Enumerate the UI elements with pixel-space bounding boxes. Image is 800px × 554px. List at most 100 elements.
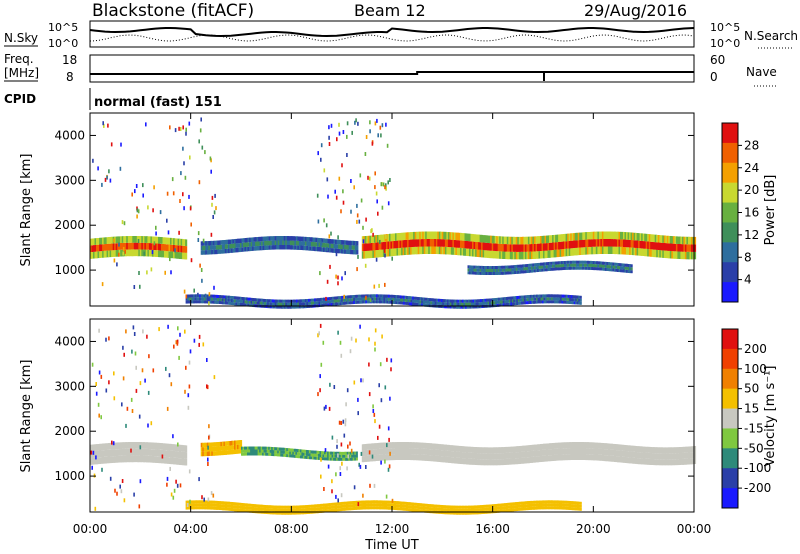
power-echo-cell xyxy=(463,240,466,249)
velocity-echo-cell xyxy=(261,504,264,508)
power-echo-cell xyxy=(620,231,623,240)
power-echo-cell xyxy=(230,299,233,302)
velocity-sporadic-echo xyxy=(112,441,115,446)
power-echo-cell xyxy=(574,240,577,248)
velocity-sporadic-echo xyxy=(317,392,319,397)
power-sporadic-echo xyxy=(208,292,211,297)
velocity-echo-cell xyxy=(609,455,612,462)
velocity-echo-cell xyxy=(342,457,345,461)
power-echo-cell xyxy=(526,301,529,305)
power-echo-cell xyxy=(416,302,419,306)
velocity-echo-cell xyxy=(237,440,240,445)
velocity-sporadic-echo xyxy=(109,476,112,481)
power-sporadic-echo xyxy=(341,276,343,281)
velocity-sporadic-echo xyxy=(358,462,360,467)
power-echo-cell xyxy=(151,236,154,244)
power-echo-cell xyxy=(541,243,544,251)
power-echo-cell xyxy=(473,265,476,269)
power-echo-cell xyxy=(511,265,514,269)
power-echo-cell xyxy=(425,297,428,301)
power-echo-cell xyxy=(468,302,471,306)
power-echo-cell xyxy=(309,301,312,305)
velocity-echo-cell xyxy=(361,450,364,457)
velocity-echo-cell xyxy=(114,456,117,463)
power-echo-cell xyxy=(320,300,323,304)
power-echo-cell xyxy=(524,251,527,260)
power-echo-cell xyxy=(327,297,330,301)
power-echo-cell xyxy=(421,297,424,301)
power-sporadic-echo xyxy=(147,205,149,210)
power-echo-cell xyxy=(686,236,689,245)
velocity-echo-cell xyxy=(462,508,465,512)
power-echo-cell xyxy=(285,236,288,241)
power-echo-cell xyxy=(357,300,360,304)
velocity-echo-cell xyxy=(324,451,327,455)
velocity-echo-cell xyxy=(130,448,133,456)
power-echo-cell xyxy=(408,239,411,248)
velocity-echo-cell xyxy=(283,508,286,512)
velocity-echo-cell xyxy=(324,506,327,510)
power-echo-cell xyxy=(182,252,185,260)
velocity-echo-cell xyxy=(594,454,597,461)
velocity-echo-cell xyxy=(321,509,324,513)
power-echo-cell xyxy=(374,297,377,301)
velocity-echo-cell xyxy=(450,451,453,458)
power-sporadic-echo xyxy=(337,275,339,280)
power-echo-cell xyxy=(314,246,317,252)
velocity-echo-cell xyxy=(345,457,348,461)
power-echo-cell xyxy=(617,266,620,269)
velocity-echo-cell xyxy=(424,503,427,507)
velocity-echo-cell xyxy=(348,504,351,508)
power-echo-cell xyxy=(542,294,545,298)
velocity-echo-cell xyxy=(307,456,310,460)
power-echo-cell xyxy=(174,238,177,246)
power-echo-cell xyxy=(585,232,588,240)
power-echo-cell xyxy=(292,299,295,303)
velocity-echo-cell xyxy=(567,454,570,461)
velocity-echo-cell xyxy=(444,444,447,451)
power-echo-cell xyxy=(541,250,544,259)
power-echo-cell xyxy=(303,305,306,309)
power-echo-cell xyxy=(350,298,353,302)
power-echo-cell xyxy=(250,242,253,247)
power-echo-cell xyxy=(500,265,503,269)
power-echo-cell xyxy=(368,297,371,301)
power-echo-cell xyxy=(402,232,405,241)
velocity-echo-cell xyxy=(688,458,691,465)
velocity-echo-cell xyxy=(117,442,120,450)
velocity-echo-cell xyxy=(118,442,121,450)
velocity-echo-cell xyxy=(318,504,321,508)
velocity-echo-cell xyxy=(452,451,455,458)
velocity-echo-cell xyxy=(357,506,360,510)
power-echo-cell xyxy=(629,270,632,274)
velocity-echo-cell xyxy=(336,505,339,509)
velocity-echo-cell xyxy=(385,500,388,504)
power-echo-cell xyxy=(289,245,292,250)
velocity-sporadic-echo xyxy=(98,370,101,375)
power-echo-cell xyxy=(460,240,463,248)
velocity-echo-cell xyxy=(597,442,600,449)
power-echo-cell xyxy=(261,298,264,302)
velocity-echo-cell xyxy=(563,506,566,510)
velocity-echo-cell xyxy=(510,508,513,512)
power-echo-cell xyxy=(509,251,512,260)
power-echo-cell xyxy=(452,302,455,306)
power-echo-cell xyxy=(461,240,464,249)
power-echo-cell xyxy=(285,305,288,309)
power-echo-cell xyxy=(614,246,617,255)
velocity-sporadic-echo xyxy=(374,347,376,352)
velocity-echo-cell xyxy=(511,505,514,509)
velocity-sporadic-echo xyxy=(368,392,371,397)
velocity-echo-cell xyxy=(235,440,238,445)
power-echo-cell xyxy=(261,301,264,305)
power-echo-cell xyxy=(580,260,583,264)
velocity-echo-cell xyxy=(383,506,386,510)
velocity-sporadic-echo xyxy=(359,324,361,329)
velocity-echo-cell xyxy=(259,449,262,453)
velocity-echo-cell xyxy=(515,452,518,459)
velocity-echo-cell xyxy=(399,448,402,454)
power-echo-cell xyxy=(135,242,138,250)
power-echo-cell xyxy=(380,294,383,298)
velocity-sporadic-echo xyxy=(193,338,196,343)
velocity-echo-cell xyxy=(630,445,633,452)
